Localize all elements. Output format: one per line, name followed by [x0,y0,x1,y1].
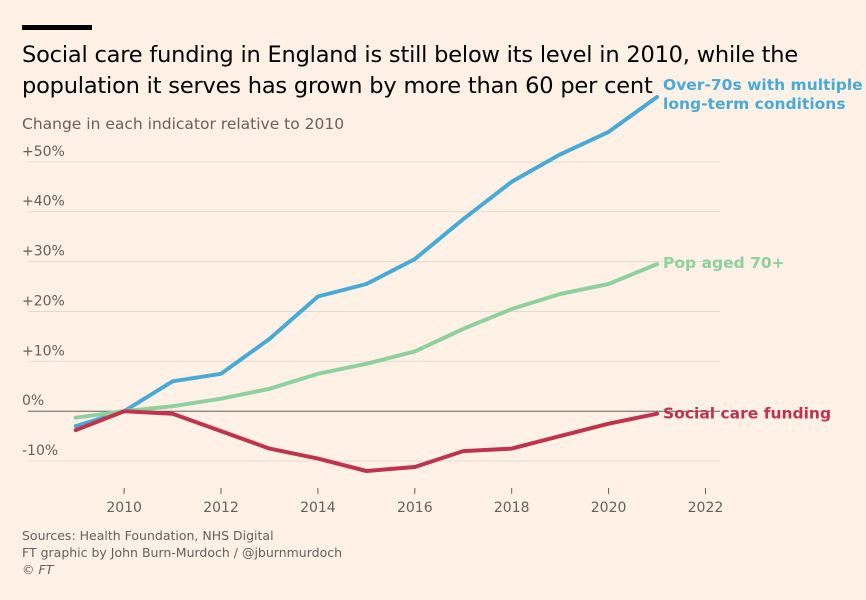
series-label-line: Social care funding [663,405,831,423]
series-label: Over-70s with multiple long-term conditio… [663,76,863,113]
x-tick-label: 2022 [688,500,724,516]
ft-top-bar [22,25,92,30]
series-line [73,95,659,429]
series-layer [73,95,659,473]
grid-layer [28,161,720,462]
x-tick-label: 2020 [591,500,627,516]
x-tick-label: 2014 [300,500,336,516]
x-tick-label: 2018 [494,500,530,516]
x-tick-label: 2012 [203,500,239,516]
y-tick-label: +40% [22,194,65,210]
y-tick-label: -10% [22,443,58,459]
series-label-line: Pop aged 70+ [663,254,785,272]
y-tick-label: +20% [22,293,65,309]
series-label-line: Over-70s with multiple [663,76,863,94]
sources-note: Sources: Health Foundation, NHS Digital [22,528,274,543]
series-label-line: long-term conditions [663,95,846,113]
y-tick-label: +30% [22,244,65,260]
y-tick-label: +10% [22,343,65,359]
y-tick-label: 0% [22,393,44,409]
axis-layer: -10% 0% +10% +20% +30% +40% +50% 2010 2012 2014 20… [22,144,723,516]
series-label: Pop aged 70+ [663,254,785,272]
series-label: Social care funding [663,405,831,423]
chart-footer: Sources: Health Foundation, NHS Digital … [22,527,342,578]
series-label-layer: Over-70s with multiple long-term conditio… [663,76,863,423]
x-tick-label: 2010 [106,500,142,516]
y-tick-label: +50% [22,144,65,160]
copyright-note: © FT [22,562,54,577]
series-line [73,409,659,473]
chart-title: Social care funding in England is still … [22,42,798,99]
series-line [73,262,659,420]
credit-note: FT graphic by John Burn-Murdoch / @jburn… [22,545,343,560]
x-tick-label: 2016 [397,500,433,516]
chart-subtitle: Change in each indicator relative to 201… [22,115,345,133]
